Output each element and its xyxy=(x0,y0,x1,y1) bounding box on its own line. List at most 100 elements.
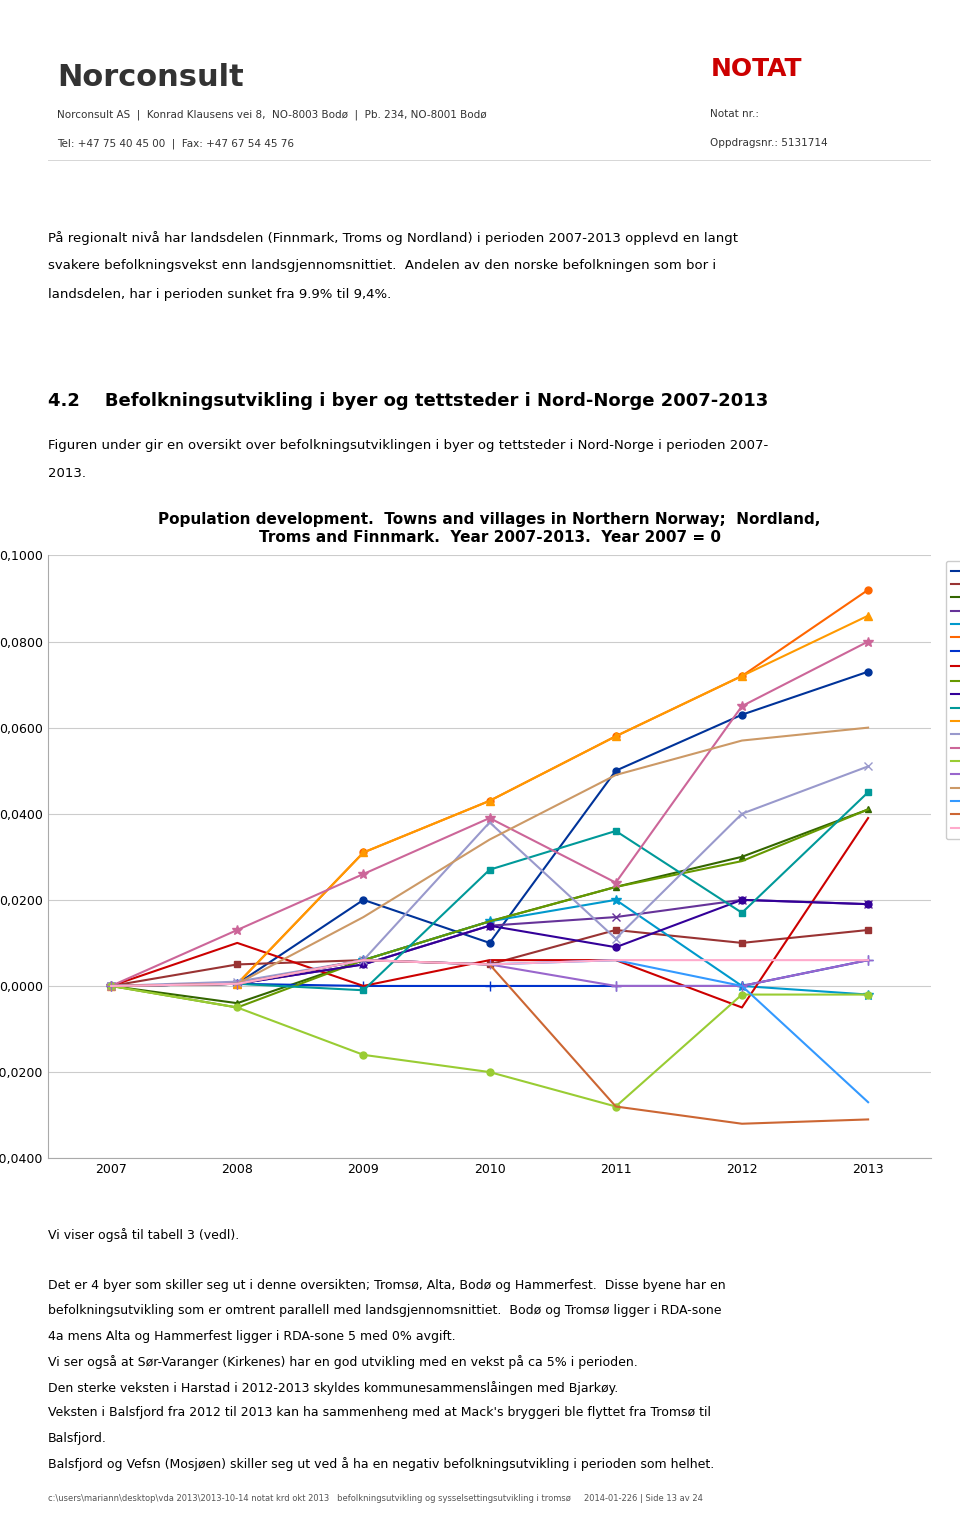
1841 Fauske xyxy=(358,977,370,996)
1924 Målselv xyxy=(610,929,621,947)
Line: 1902 Tromsø: 1902 Tromsø xyxy=(107,611,873,990)
Line: 1805 Narvik: 1805 Narvik xyxy=(108,926,872,990)
2030 Sør-Varanger xyxy=(484,955,495,973)
1805 Narvik xyxy=(736,934,748,952)
2003 Vadsø xyxy=(862,952,874,970)
2012 Alta xyxy=(231,974,243,993)
Text: NOTAT: NOTAT xyxy=(710,57,802,82)
2030 Sør-Varanger xyxy=(231,974,243,993)
Text: befolkningsutvikling som er omtrent parallell med landsgjennomsnittiet.  Bodø og: befolkningsutvikling som er omtrent para… xyxy=(48,1304,722,1318)
1841 Fauske xyxy=(106,977,117,996)
Line: 1841 Fauske: 1841 Fauske xyxy=(107,955,873,991)
1870 Sortland xyxy=(610,938,621,956)
1865 Vågan xyxy=(106,977,117,996)
1870 Sortland xyxy=(862,896,874,914)
1813 Brønnøy xyxy=(736,847,748,865)
Line: 1931  Lenvik: 1931 Lenvik xyxy=(107,637,873,991)
Line: 1933 Balsfjord: 1933 Balsfjord xyxy=(108,982,872,1111)
Legend: 1804 Bodø, 1805 Narvik, 1813 Brønnøy, 1820 Alstahaug, 1824 Vefsn, 1833 Rana, 184: 1804 Bodø, 1805 Narvik, 1813 Brønnøy, 18… xyxy=(946,561,960,840)
2012 Alta xyxy=(358,952,370,970)
1833 Rana xyxy=(862,581,874,599)
2003 Vadsø xyxy=(231,974,243,993)
2003 Vadsø xyxy=(106,977,117,996)
2030 Sør-Varanger xyxy=(106,977,117,996)
1833 Rana xyxy=(358,843,370,861)
Line: 1865 Vågan: 1865 Vågan xyxy=(111,809,868,1008)
Text: Figuren under gir en oversikt over befolkningsutviklingen i byer og tettsteder i: Figuren under gir en oversikt over befol… xyxy=(48,439,768,452)
1804 Bodø xyxy=(106,977,117,996)
1933 Balsfjord xyxy=(231,999,243,1017)
1860 Vestvågøy xyxy=(610,952,621,970)
1931  Lenvik xyxy=(862,632,874,651)
Text: Det er 4 byer som skiller seg ut i denne oversikten; Tromsø, Alta, Bodø og Hamme: Det er 4 byer som skiller seg ut i denne… xyxy=(48,1278,726,1292)
Norway xyxy=(484,955,495,973)
1902 Tromsø xyxy=(862,607,874,625)
1805 Narvik xyxy=(484,955,495,973)
1833 Rana xyxy=(610,728,621,746)
2004 Hammerfest xyxy=(106,977,117,996)
2030 Sør-Varanger xyxy=(862,1111,874,1129)
1860 Vestvågøy xyxy=(358,977,370,996)
Text: 2013.: 2013. xyxy=(48,468,86,480)
1931  Lenvik xyxy=(106,977,117,996)
1824 Vefsn xyxy=(484,912,495,930)
1865 Vågan xyxy=(358,952,370,970)
1824 Vefsn xyxy=(610,891,621,909)
Text: landsdelen, har i perioden sunket fra 9.9% til 9,4%.: landsdelen, har i perioden sunket fra 9.… xyxy=(48,287,392,301)
1865 Vågan xyxy=(862,800,874,819)
1901 Harstad xyxy=(358,982,370,1000)
1813 Brønnøy xyxy=(106,977,117,996)
Text: svakere befolkningsvekst enn landsgjennomsnittiet.  Andelen av den norske befolk: svakere befolkningsvekst enn landsgjenno… xyxy=(48,259,716,272)
1820 Alstahaug xyxy=(610,908,621,926)
1841 Fauske xyxy=(736,977,748,996)
1841 Fauske xyxy=(610,977,621,996)
1870 Sortland xyxy=(358,955,370,973)
1805 Narvik xyxy=(231,955,243,973)
2004 Hammerfest xyxy=(231,974,243,993)
Text: Notat nr.:: Notat nr.: xyxy=(710,109,759,120)
Line: 1824 Vefsn: 1824 Vefsn xyxy=(107,896,873,1000)
1901 Harstad xyxy=(610,822,621,840)
1933 Balsfjord xyxy=(610,1097,621,1115)
Line: 1820 Alstahaug: 1820 Alstahaug xyxy=(107,896,873,990)
1865 Vågan xyxy=(736,852,748,870)
1805 Narvik xyxy=(862,921,874,940)
Norway xyxy=(231,974,243,993)
1901 Harstad xyxy=(106,977,117,996)
1870 Sortland xyxy=(484,917,495,935)
2003 Vadsø xyxy=(736,977,748,996)
1902 Tromsø xyxy=(610,728,621,746)
Norway xyxy=(736,952,748,970)
1824 Vefsn xyxy=(862,985,874,1003)
2003 Vadsø xyxy=(484,955,495,973)
Text: Veksten i Balsfjord fra 2012 til 2013 kan ha sammenheng med at Mack's bryggeri b: Veksten i Balsfjord fra 2012 til 2013 ka… xyxy=(48,1406,711,1419)
2003 Vadsø xyxy=(610,977,621,996)
Line: 2012 Alta: 2012 Alta xyxy=(111,961,868,1101)
1813 Brønnøy xyxy=(231,994,243,1012)
2004 Hammerfest xyxy=(610,766,621,784)
Line: 2030 Sør-Varanger: 2030 Sør-Varanger xyxy=(111,961,868,1124)
Line: 1804 Bodø: 1804 Bodø xyxy=(108,669,872,990)
Text: Den sterke veksten i Harstad i 2012-2013 skyldes kommunesammenslåingen med Bjark: Den sterke veksten i Harstad i 2012-2013… xyxy=(48,1381,618,1395)
1902 Tromsø xyxy=(106,977,117,996)
1924 Målselv xyxy=(862,758,874,776)
1860 Vestvågøy xyxy=(106,977,117,996)
1933 Balsfjord xyxy=(484,1064,495,1082)
Line: Norway: Norway xyxy=(111,961,868,986)
1924 Målselv xyxy=(484,814,495,832)
1933 Balsfjord xyxy=(106,977,117,996)
2012 Alta xyxy=(610,952,621,970)
1824 Vefsn xyxy=(231,974,243,993)
1841 Fauske xyxy=(231,974,243,993)
1902 Tromsø xyxy=(231,974,243,993)
2012 Alta xyxy=(106,977,117,996)
1924 Målselv xyxy=(358,952,370,970)
1804 Bodø xyxy=(484,934,495,952)
1901 Harstad xyxy=(862,784,874,802)
1865 Vågan xyxy=(610,878,621,896)
Text: Tel: +47 75 40 45 00  |  Fax: +47 67 54 45 76: Tel: +47 75 40 45 00 | Fax: +47 67 54 45… xyxy=(57,138,294,148)
1804 Bodø xyxy=(358,891,370,909)
1865 Vågan xyxy=(231,999,243,1017)
1804 Bodø xyxy=(231,974,243,993)
1824 Vefsn xyxy=(736,977,748,996)
